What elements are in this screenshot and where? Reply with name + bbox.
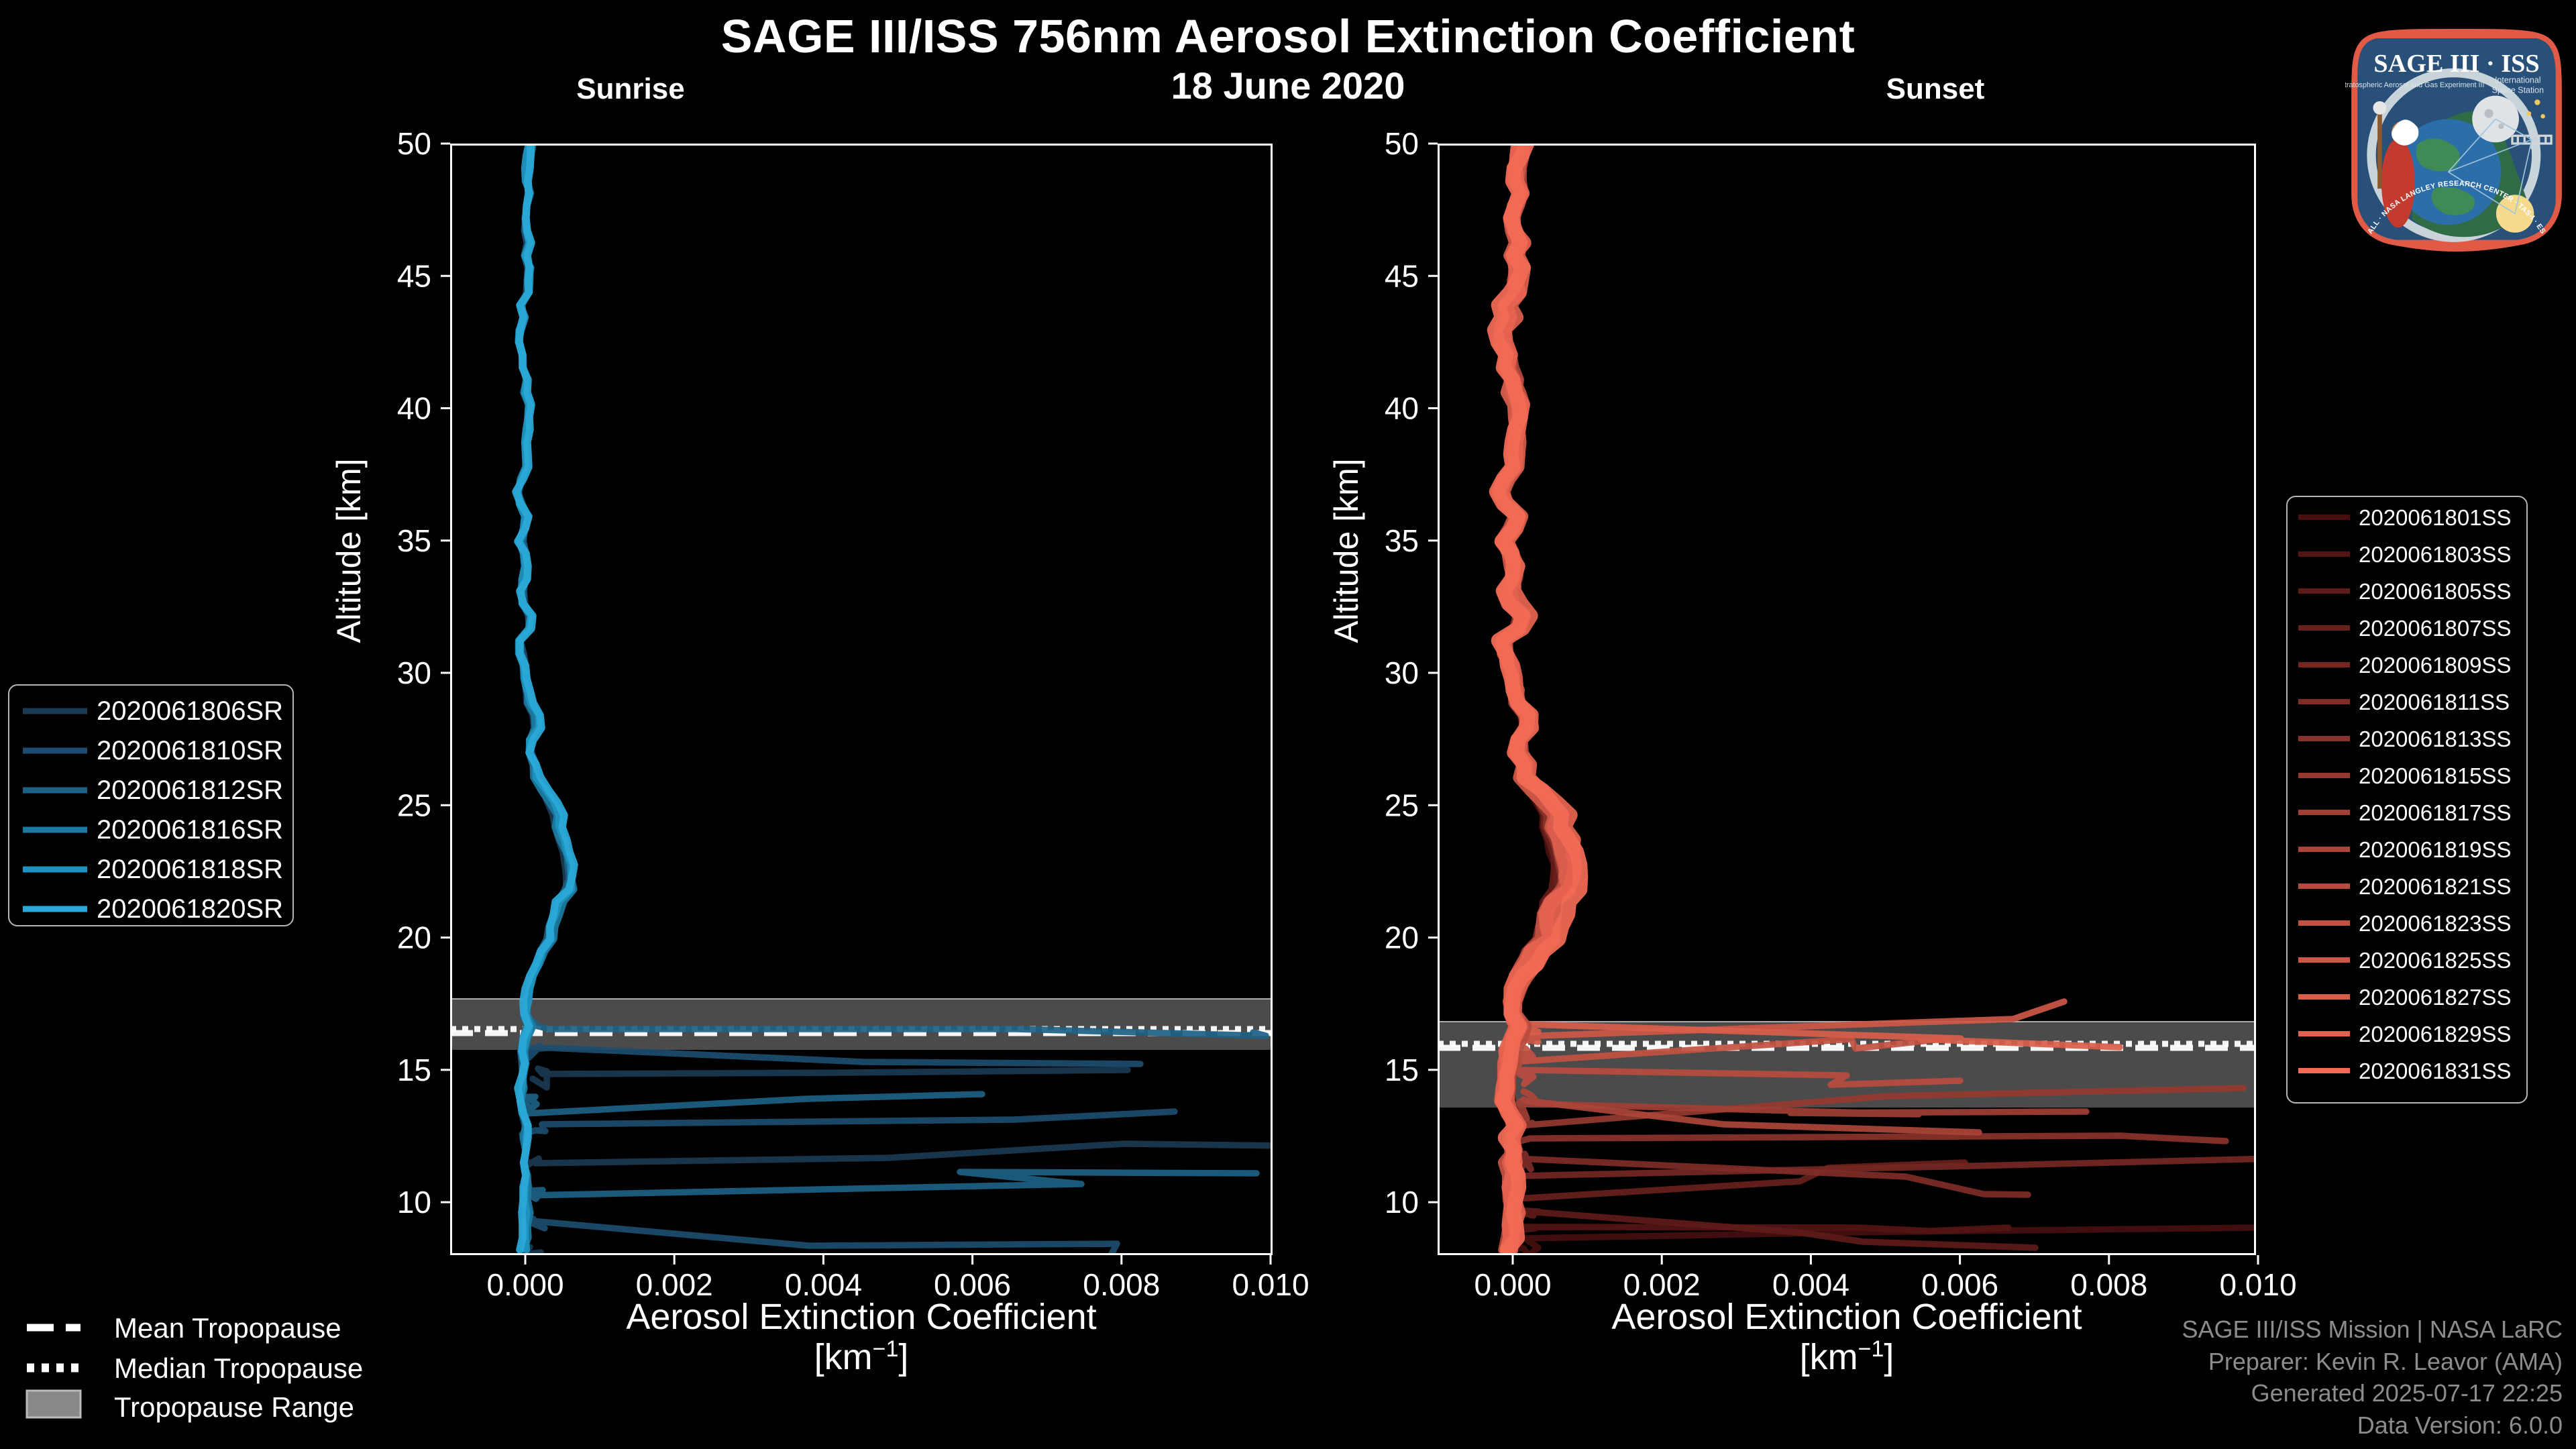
svg-text:2020061817SS: 2020061817SS xyxy=(2359,800,2512,825)
svg-text:30: 30 xyxy=(397,655,431,690)
svg-text:2020061829SS: 2020061829SS xyxy=(2359,1022,2512,1046)
svg-text:Median Tropopause: Median Tropopause xyxy=(114,1352,363,1384)
svg-text:35: 35 xyxy=(1385,523,1419,558)
svg-text:2020061819SS: 2020061819SS xyxy=(2359,837,2512,862)
svg-text:2020061816SR: 2020061816SR xyxy=(97,815,283,845)
svg-text:2020061811SS: 2020061811SS xyxy=(2359,690,2510,714)
svg-text:40: 40 xyxy=(1385,391,1419,426)
svg-text:15: 15 xyxy=(397,1053,431,1087)
svg-text:25: 25 xyxy=(397,788,431,822)
svg-text:2020061807SS: 2020061807SS xyxy=(2359,616,2512,641)
svg-text:15: 15 xyxy=(1385,1053,1419,1087)
svg-text:2020061818SR: 2020061818SR xyxy=(97,855,283,884)
svg-text:25: 25 xyxy=(1385,788,1419,822)
svg-text:20: 20 xyxy=(1385,920,1419,955)
svg-text:Space Station: Space Station xyxy=(2492,85,2544,95)
svg-text:2020061815SS: 2020061815SS xyxy=(2359,763,2512,788)
svg-text:35: 35 xyxy=(397,523,431,558)
svg-text:2020061823SS: 2020061823SS xyxy=(2359,911,2512,936)
svg-text:2020061827SS: 2020061827SS xyxy=(2359,985,2512,1010)
svg-text:2020061821SS: 2020061821SS xyxy=(2359,874,2512,899)
svg-text:SAGE III · ISS: SAGE III · ISS xyxy=(2373,50,2539,78)
svg-text:45: 45 xyxy=(397,258,431,293)
svg-text:2020061803SS: 2020061803SS xyxy=(2359,542,2512,567)
svg-text:2020061810SR: 2020061810SR xyxy=(97,736,283,765)
svg-text:International: International xyxy=(2495,76,2540,85)
svg-text:Mean Tropopause: Mean Tropopause xyxy=(114,1312,341,1344)
svg-text:50: 50 xyxy=(1385,126,1419,161)
svg-text:30: 30 xyxy=(1385,655,1419,690)
svg-text:2020061820SR: 2020061820SR xyxy=(97,894,283,924)
svg-text:20: 20 xyxy=(397,920,431,955)
svg-text:2020061813SS: 2020061813SS xyxy=(2359,727,2512,751)
svg-text:2020061825SS: 2020061825SS xyxy=(2359,948,2512,973)
svg-text:2020061812SR: 2020061812SR xyxy=(97,775,283,805)
svg-text:10: 10 xyxy=(1385,1185,1419,1220)
svg-text:10: 10 xyxy=(397,1185,431,1220)
svg-text:45: 45 xyxy=(1385,258,1419,293)
svg-text:50: 50 xyxy=(397,126,431,161)
svg-text:Tropopause Range: Tropopause Range xyxy=(114,1391,354,1423)
svg-text:40: 40 xyxy=(397,391,431,426)
svg-text:Stratospheric Aerosol and Gas: Stratospheric Aerosol and Gas Experiment… xyxy=(2345,81,2484,89)
svg-text:2020061831SS: 2020061831SS xyxy=(2359,1059,2512,1083)
svg-text:2020061801SS: 2020061801SS xyxy=(2359,505,2512,530)
svg-text:2020061806SR: 2020061806SR xyxy=(97,696,283,726)
svg-text:2020061809SS: 2020061809SS xyxy=(2359,653,2512,678)
svg-text:2020061805SS: 2020061805SS xyxy=(2359,579,2512,604)
